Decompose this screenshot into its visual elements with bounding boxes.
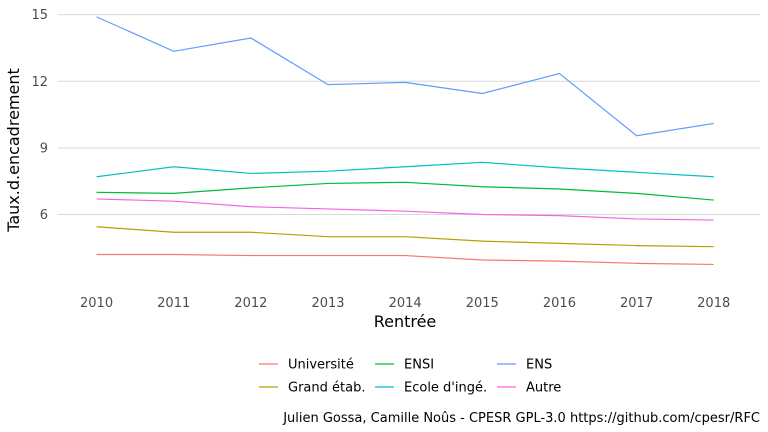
x-tick-labels: 2010 2011 2012 2013 2014 2015 2016 2017 2018 <box>80 296 730 311</box>
series-line <box>96 198 714 221</box>
series-line <box>96 16 714 137</box>
x-tick-label: 2014 <box>389 296 422 311</box>
x-tick-label: 2013 <box>311 296 344 311</box>
legend: Université Grand étab. ENSI Ecole d'ingé. EN… <box>259 358 561 396</box>
series-line <box>96 161 714 178</box>
series-line <box>96 181 714 201</box>
legend-label: Ecole d'ingé. <box>404 381 487 396</box>
x-axis-title: Rentrée <box>374 312 437 331</box>
legend-label: ENSI <box>404 358 434 373</box>
series-line <box>96 226 714 248</box>
y-tick-label: 12 <box>31 75 48 90</box>
x-tick-label: 2012 <box>234 296 267 311</box>
y-axis-title: Taux.d.encadrement <box>4 68 23 233</box>
x-tick-label: 2010 <box>80 296 113 311</box>
source-caption: Julien Gossa, Camille Noûs - CPESR GPL-3… <box>282 411 760 426</box>
series-line <box>96 253 714 266</box>
legend-label: Université <box>288 358 354 373</box>
gridlines <box>58 14 760 216</box>
x-tick-label: 2017 <box>620 296 653 311</box>
legend-label: Grand étab. <box>288 381 365 396</box>
x-tick-label: 2016 <box>543 296 576 311</box>
x-tick-label: 2011 <box>157 296 190 311</box>
x-tick-label: 2015 <box>466 296 499 311</box>
y-tick-label: 6 <box>40 208 48 223</box>
x-tick-label: 2018 <box>697 296 730 311</box>
y-tick-label: 15 <box>31 8 48 23</box>
series-lines <box>96 16 714 266</box>
legend-label: Autre <box>526 381 561 396</box>
y-tick-label: 9 <box>40 141 48 156</box>
y-tick-labels: 6 9 12 15 <box>31 8 48 223</box>
legend-label: ENS <box>526 358 552 373</box>
